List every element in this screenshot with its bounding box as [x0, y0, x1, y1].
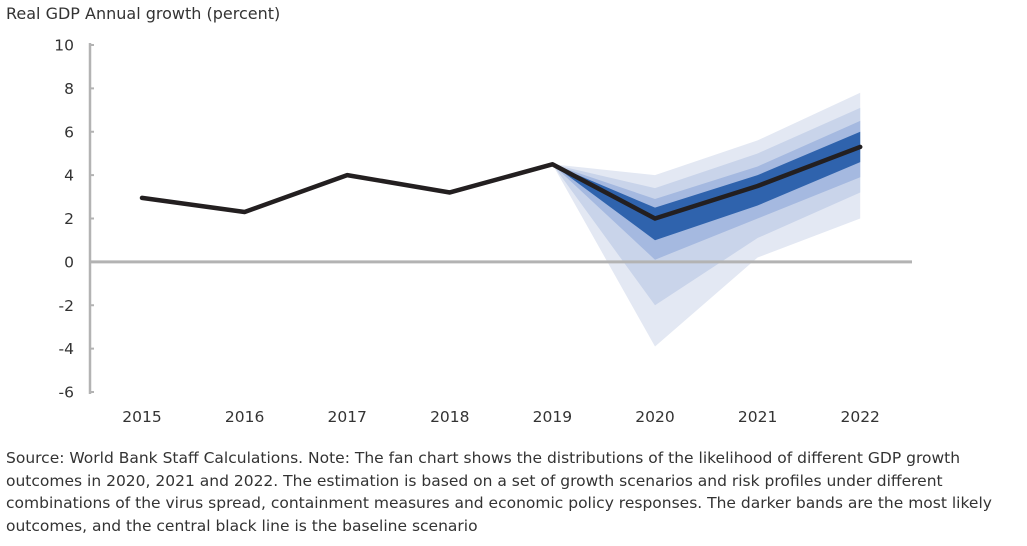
- x-tick-label: 2018: [430, 408, 469, 426]
- y-tick-label: 2: [64, 210, 74, 228]
- y-tick-label: 6: [64, 123, 74, 141]
- x-tick-label: 2016: [225, 408, 264, 426]
- y-tick-label: 8: [64, 80, 74, 98]
- y-tick-label: 4: [64, 167, 74, 185]
- y-tick-label: 10: [54, 37, 74, 55]
- source-note: Source: World Bank Staff Calculations. N…: [6, 449, 992, 535]
- y-tick-label: -4: [59, 340, 74, 358]
- fan-chart: 10 8 6 4 2 0 -2 -4 -6 2015 2016 2017 2018 2019 2020 202…: [54, 37, 912, 427]
- fan-bands: [552, 92, 861, 347]
- x-tick-label: 2019: [533, 408, 572, 426]
- axes: [88, 43, 912, 394]
- fan-band-middle: [552, 120, 861, 260]
- y-tick-label: -6: [59, 384, 74, 402]
- x-tick-label: 2022: [840, 408, 879, 426]
- y-tick-label: -2: [59, 297, 74, 315]
- tick-labels: 10 8 6 4 2 0 -2 -4 -6 2015 2016 2017 2018 2019 2020 202…: [54, 37, 880, 427]
- x-tick-label: 2021: [738, 408, 777, 426]
- fan-band-inner: [552, 131, 861, 241]
- baseline-line: [139, 144, 863, 221]
- x-tick-label: 2015: [122, 408, 161, 426]
- baseline-series: [139, 144, 863, 221]
- y-axis-label: Real GDP Annual growth (percent): [6, 4, 281, 23]
- x-tick-label: 2017: [327, 408, 366, 426]
- x-tick-label: 2020: [635, 408, 674, 426]
- y-tick-label: 0: [64, 253, 74, 271]
